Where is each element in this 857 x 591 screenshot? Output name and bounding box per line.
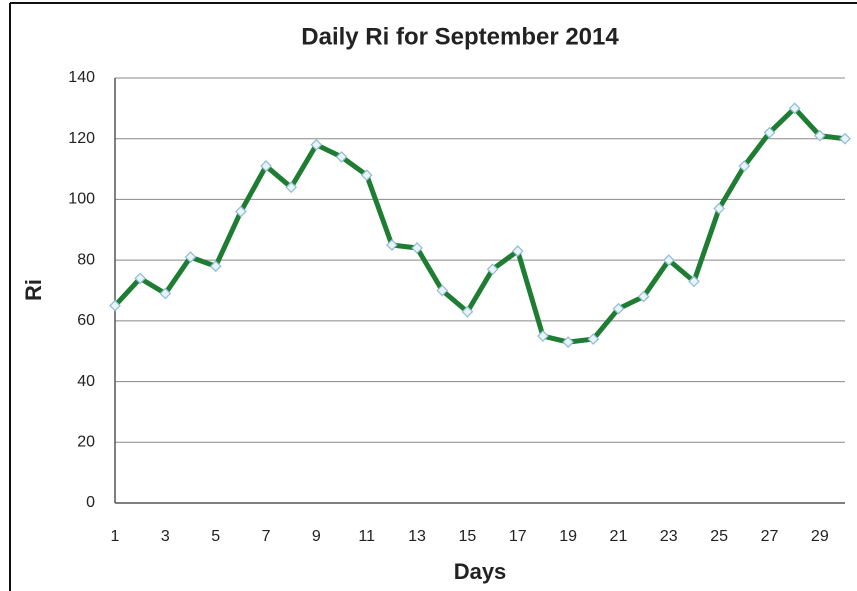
- data-marker: [184, 251, 197, 263]
- data-marker: [436, 284, 449, 297]
- data-marker: [260, 160, 272, 172]
- data-marker: [713, 202, 725, 215]
- x-tick-label: 7: [262, 528, 271, 545]
- x-tick-label: 11: [358, 528, 375, 545]
- x-tick-label: 19: [559, 528, 577, 545]
- y-tick-label: 100: [68, 191, 95, 208]
- x-tick-label: 9: [312, 528, 321, 545]
- y-tick-label: 20: [77, 434, 95, 451]
- data-marker: [235, 205, 247, 218]
- data-marker: [738, 160, 751, 172]
- y-tick-label: 40: [77, 373, 95, 390]
- y-tick-label: 60: [77, 312, 95, 329]
- data-marker: [285, 181, 298, 194]
- x-tick-label: 1: [111, 528, 120, 545]
- x-tick-label: 13: [408, 528, 426, 545]
- data-marker: [134, 272, 147, 285]
- data-marker: [386, 239, 398, 251]
- data-marker: [486, 263, 499, 276]
- data-marker: [688, 275, 700, 288]
- x-tick-label: 23: [660, 528, 678, 545]
- data-marker: [637, 290, 650, 303]
- y-tick-label: 0: [86, 494, 95, 511]
- data-marker: [587, 333, 600, 345]
- data-marker: [612, 302, 625, 315]
- data-marker: [813, 129, 826, 142]
- data-line: [113, 105, 846, 345]
- data-marker: [159, 287, 172, 300]
- x-tick-label: 17: [509, 528, 527, 545]
- x-tick-label: 29: [811, 528, 829, 545]
- x-tick-label: 25: [710, 528, 728, 545]
- data-marker: [763, 126, 776, 139]
- x-axis-label: Days: [454, 559, 507, 584]
- data-marker: [360, 169, 373, 181]
- chart-title: Daily Ri for September 2014: [301, 23, 619, 50]
- data-marker: [335, 151, 348, 163]
- y-tick-label: 140: [68, 69, 95, 86]
- data-marker: [788, 102, 801, 115]
- data-marker: [537, 330, 549, 342]
- data-marker: [209, 260, 222, 273]
- data-marker: [461, 305, 474, 318]
- data-marker: [109, 299, 121, 312]
- data-marker: [562, 336, 574, 348]
- data-marker: [310, 138, 323, 151]
- y-axis-label: Ri: [21, 279, 46, 301]
- x-tick-label: 5: [211, 528, 220, 545]
- data-marker: [839, 132, 851, 145]
- data-marker: [662, 254, 675, 266]
- data-marker: [411, 242, 423, 254]
- y-tick-label: 80: [77, 251, 95, 268]
- x-tick-label: 3: [161, 528, 170, 545]
- y-tick-label: 120: [68, 130, 95, 147]
- x-tick-label: 21: [610, 528, 628, 545]
- x-tick-label: 15: [459, 528, 477, 545]
- x-tick-label: 27: [761, 528, 779, 545]
- data-marker: [511, 245, 524, 257]
